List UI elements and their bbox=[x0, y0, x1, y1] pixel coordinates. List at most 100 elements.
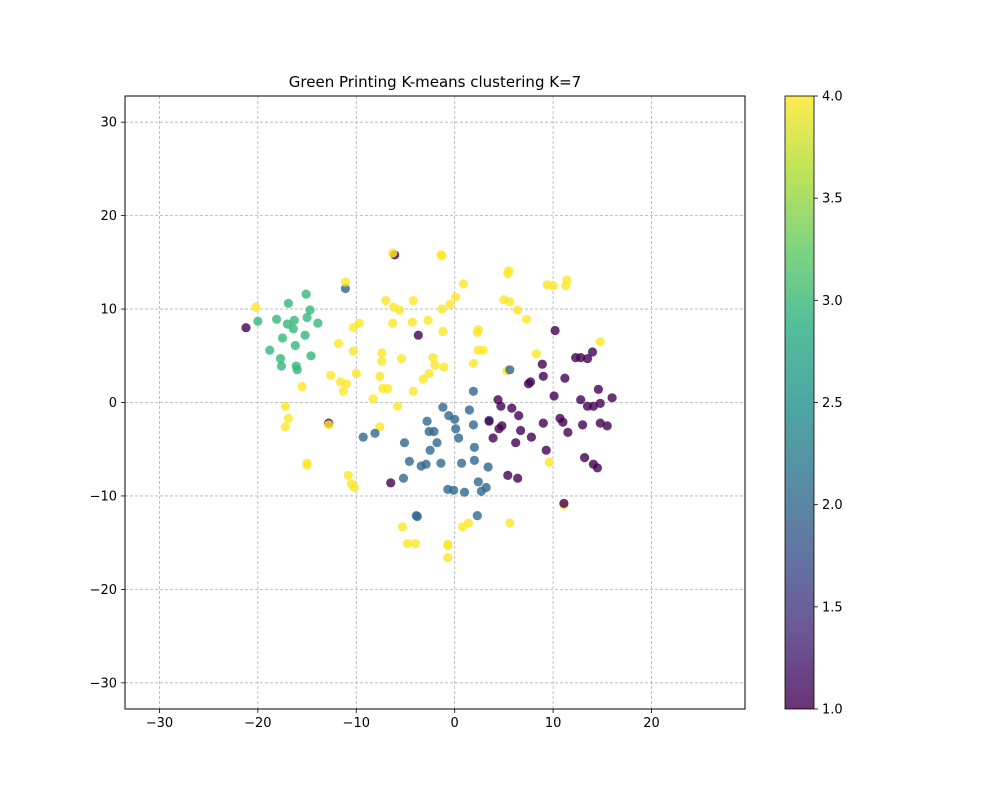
colorbar-tick-label: 3.0 bbox=[822, 294, 843, 309]
colorbar-tick-label: 3.5 bbox=[822, 192, 843, 207]
scatter-point bbox=[292, 365, 302, 375]
scatter-point bbox=[381, 296, 391, 306]
scatter-point bbox=[481, 482, 491, 493]
scatter-point bbox=[302, 460, 312, 470]
scatter-point bbox=[588, 401, 599, 411]
scatter-point bbox=[544, 457, 554, 467]
scatter-point bbox=[313, 318, 323, 328]
scatter-point bbox=[505, 365, 515, 375]
scatter-point bbox=[593, 384, 604, 394]
scatter-point bbox=[377, 356, 387, 366]
scatter-point bbox=[473, 477, 483, 487]
scatter-point bbox=[300, 330, 310, 340]
axes: −30 −20 −10 0 10 20 −30 −20 −10 0 10 20 30 bbox=[90, 116, 660, 731]
y-tick-label: −30 bbox=[90, 676, 117, 691]
scatter-point bbox=[439, 362, 449, 372]
scatter-point bbox=[276, 361, 287, 371]
scatter-point bbox=[538, 371, 548, 381]
scatter-point bbox=[558, 417, 568, 427]
scatter-point bbox=[576, 395, 586, 405]
scatter-point bbox=[459, 487, 470, 497]
scatter-point bbox=[443, 540, 453, 551]
scatter-point bbox=[496, 401, 506, 411]
colorbar-tick-label: 1.5 bbox=[822, 600, 843, 615]
scatter-point bbox=[341, 379, 351, 389]
scatter-point bbox=[560, 373, 570, 383]
scatter-point bbox=[595, 418, 605, 428]
scatter-point bbox=[443, 553, 453, 563]
grid-lines bbox=[125, 96, 745, 709]
scatter-point bbox=[348, 346, 358, 356]
scatter-point bbox=[402, 539, 412, 549]
colorbar-tick-label: 2.5 bbox=[822, 396, 843, 411]
scatter-point bbox=[562, 275, 572, 285]
scatter-point bbox=[595, 337, 605, 347]
scatter-point bbox=[472, 510, 482, 521]
scatter-point bbox=[393, 401, 403, 411]
scatter-point bbox=[396, 354, 407, 364]
scatter-point bbox=[410, 539, 420, 549]
scatter-point bbox=[437, 304, 447, 314]
scatter-point bbox=[505, 297, 515, 307]
scatter-point bbox=[253, 316, 263, 326]
scatter-point bbox=[559, 498, 569, 508]
scatter-point bbox=[526, 432, 537, 442]
scatter-point bbox=[251, 302, 261, 312]
scatter-point bbox=[375, 371, 385, 381]
scatter-point bbox=[301, 289, 311, 299]
scatter-point bbox=[507, 403, 517, 413]
scatter-point bbox=[398, 473, 409, 483]
scatter-point bbox=[272, 314, 282, 324]
scatter-point bbox=[587, 347, 598, 357]
scatter-point bbox=[473, 325, 483, 335]
y-tick-label: 10 bbox=[100, 303, 117, 318]
scatter-point bbox=[438, 402, 448, 412]
scatter-point bbox=[582, 354, 593, 364]
scatter-point bbox=[422, 416, 432, 426]
scatter-point bbox=[432, 438, 442, 448]
x-tick-label: 20 bbox=[643, 716, 660, 731]
x-tick-label: −30 bbox=[146, 716, 173, 731]
scatter-point bbox=[541, 445, 551, 455]
scatter-point bbox=[550, 325, 560, 336]
scatter-point bbox=[578, 420, 588, 430]
scatter-point bbox=[306, 351, 316, 361]
scatter-point bbox=[275, 354, 286, 364]
scatter-point bbox=[449, 485, 459, 495]
scatter-point bbox=[438, 326, 448, 337]
scatter-point bbox=[280, 422, 290, 432]
x-tick-label: 10 bbox=[545, 716, 562, 731]
scatter-point bbox=[397, 522, 408, 532]
scatter-point bbox=[425, 445, 435, 455]
scatter-point bbox=[458, 279, 469, 289]
scatter-point bbox=[513, 305, 523, 315]
x-tick-label: −20 bbox=[244, 716, 271, 731]
scatter-point bbox=[377, 348, 387, 358]
scatter-point bbox=[549, 391, 559, 401]
scatter-point bbox=[464, 405, 474, 415]
chart-title: Green Printing K-means clustering K=7 bbox=[289, 73, 581, 91]
scatter-point bbox=[468, 420, 478, 430]
scatter-point bbox=[265, 345, 275, 355]
scatter-point bbox=[283, 413, 293, 423]
scatter-point bbox=[334, 339, 344, 349]
scatter-point bbox=[592, 463, 603, 473]
scatter-point bbox=[324, 420, 334, 430]
scatter-point bbox=[375, 422, 385, 432]
scatter-point bbox=[399, 438, 410, 448]
x-tick-label: −10 bbox=[343, 716, 370, 731]
scatter-point bbox=[383, 383, 393, 394]
y-tick-label: 30 bbox=[100, 116, 117, 131]
scatter-points bbox=[241, 248, 617, 563]
scatter-point bbox=[404, 456, 414, 466]
scatter-point bbox=[349, 482, 359, 493]
scatter-point bbox=[511, 438, 521, 448]
scatter-point bbox=[418, 374, 428, 384]
scatter-point bbox=[280, 401, 290, 411]
scatter-point bbox=[277, 333, 288, 343]
scatter-point bbox=[503, 470, 513, 480]
scatter-point bbox=[505, 518, 515, 528]
scatter-point bbox=[370, 428, 380, 438]
scatter-point bbox=[368, 394, 378, 404]
